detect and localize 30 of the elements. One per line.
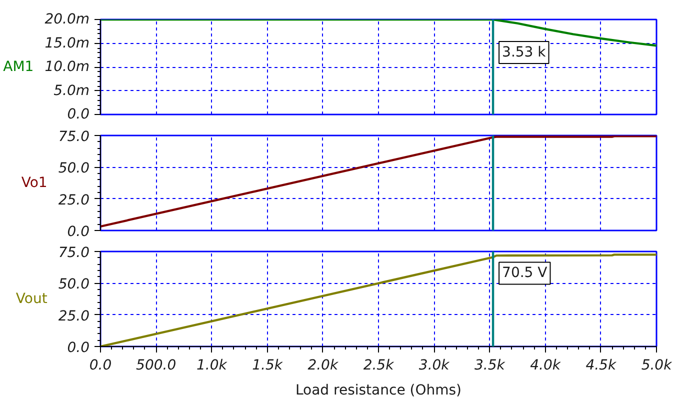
y-tick-label: 75.0 <box>58 129 90 145</box>
x-tick-label: 2.5k <box>363 358 395 374</box>
x-tick-label: 1.5k <box>252 358 284 374</box>
y-tick-label: 0.0 <box>67 340 90 356</box>
y-tick-label: 50.0 <box>58 276 90 293</box>
x-tick-label: 1.0k <box>196 358 228 374</box>
x-tick-label: 5.0k <box>641 358 673 374</box>
y-tick-label: 10.0m <box>44 59 90 75</box>
x-tick-label: 3.5k <box>474 358 506 374</box>
x-axis-title: Load resistance (Ohms) <box>295 382 462 398</box>
y-tick-label: 0.0 <box>67 224 90 240</box>
y-axis-title: Vout <box>16 291 48 307</box>
y-tick-label: 5.0m <box>54 82 90 99</box>
y-axis-title: Vo1 <box>21 175 48 191</box>
y-tick-label: 25.0 <box>58 308 90 324</box>
y-tick-label: 20.0m <box>44 12 90 28</box>
x-tick-label: 4.0k <box>530 358 562 374</box>
y-tick-label: 50.0 <box>58 160 90 177</box>
x-tick-label: 2.0k <box>308 358 339 374</box>
annotation: 70.5 V <box>502 265 548 282</box>
ref-line-label: 3.53 k <box>502 44 547 60</box>
x-tick-label: 4.5k <box>586 358 617 374</box>
y-tick-label: 75.0 <box>58 245 90 261</box>
y-tick-label: 15.0m <box>44 35 90 52</box>
y-tick-label: 25.0 <box>58 192 90 208</box>
x-tick-label: 3.0k <box>418 358 450 374</box>
x-tick-label: 500.0 <box>136 358 176 374</box>
y-axis-title: AM1 <box>3 59 34 75</box>
y-tick-label: 0.0 <box>67 106 90 122</box>
x-tick-label: 0.0 <box>89 358 112 374</box>
